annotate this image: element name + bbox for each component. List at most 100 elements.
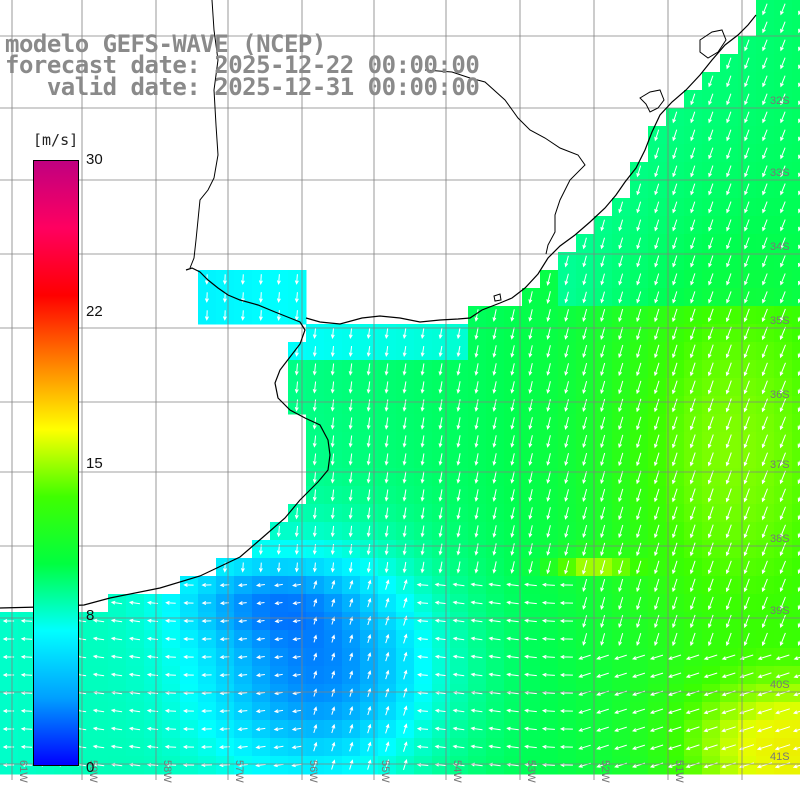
wind-arrow: [420, 507, 425, 520]
wind-cell: [792, 342, 800, 361]
wind-arrow: [276, 525, 281, 538]
wind-arrow: [654, 344, 660, 359]
wind-arrow: [761, 452, 768, 467]
wind-arrow: [672, 344, 678, 359]
wind-arrow: [762, 39, 768, 52]
wind-arrow: [330, 363, 335, 376]
wind-arrow: [222, 310, 227, 321]
wind-arrow: [474, 363, 479, 376]
wind-cell: [792, 162, 800, 181]
wind-arrow: [618, 308, 624, 323]
wind-arrow: [237, 637, 247, 642]
wind-cell: [792, 270, 800, 289]
wind-arrow: [725, 362, 732, 377]
wind-arrow: [456, 489, 461, 502]
wind-arrow: [636, 219, 642, 232]
wind-arrow: [92, 708, 105, 713]
wind-arrow: [672, 380, 678, 395]
wind-cell: [792, 36, 800, 55]
wind-arrow: [20, 618, 33, 623]
wind-arrow: [708, 165, 714, 178]
wind-arrow: [164, 744, 177, 749]
wind-arrow: [708, 219, 714, 232]
wind-arrow: [528, 399, 533, 412]
wind-arrow: [366, 453, 371, 466]
wind-arrow: [546, 507, 551, 520]
wind-arrow: [600, 470, 606, 485]
rio-de-la-plata-north-shore: [305, 14, 757, 325]
wind-arrow: [240, 292, 245, 303]
wind-arrow: [506, 636, 519, 641]
title-valid-date: valid date: 2025-12-31 00:00:00: [5, 73, 480, 101]
wind-arrow: [690, 147, 696, 160]
wind-cell: [792, 468, 800, 487]
wind-arrow: [348, 346, 353, 358]
wind-arrow: [546, 327, 551, 340]
wind-arrow: [403, 669, 408, 680]
wind-arrow: [618, 380, 624, 395]
wind-arrow: [559, 672, 573, 677]
wind-arrow: [690, 596, 696, 611]
wind-arrow: [618, 237, 624, 250]
wind-arrow: [385, 741, 390, 752]
wind-arrow: [541, 636, 555, 641]
wind-arrow: [348, 435, 353, 448]
wind-arrow: [654, 326, 660, 341]
wind-arrow: [348, 525, 353, 538]
wind-arrow: [780, 237, 786, 250]
wind-arrow: [636, 237, 642, 250]
wind-arrow: [182, 726, 194, 731]
wind-arrow: [797, 316, 800, 323]
wind-arrow: [726, 147, 732, 160]
wind-arrow: [313, 670, 318, 679]
wind-arrow: [349, 759, 354, 770]
wind-arrow: [762, 93, 768, 106]
south-america-coastline: [0, 267, 331, 609]
country-border: [189, 0, 219, 269]
wind-arrow: [636, 560, 642, 575]
wind-arrow: [756, 726, 773, 733]
wind-arrow: [761, 416, 768, 431]
wind-arrow: [294, 363, 299, 376]
wind-arrow: [725, 524, 732, 539]
wind-arrow: [582, 380, 588, 395]
wind-arrow: [546, 399, 551, 412]
wind-cell: [792, 540, 800, 559]
wind-arrow: [510, 417, 515, 430]
wind-arrow: [779, 362, 786, 377]
wind-arrow: [654, 308, 660, 323]
wind-arrow: [524, 672, 537, 677]
wind-arrow: [797, 352, 800, 359]
wind-arrow: [632, 708, 646, 714]
wind-arrow: [367, 597, 372, 608]
wind-arrow: [204, 310, 209, 321]
wind-arrow: [726, 237, 732, 250]
wind-arrow: [672, 632, 678, 647]
wind-arrow: [636, 201, 642, 214]
wind-arrow: [707, 542, 714, 557]
wind-arrow: [292, 583, 301, 588]
wind-arrow: [761, 362, 768, 377]
wind-arrow: [434, 744, 447, 749]
wind-arrow: [726, 255, 732, 268]
wind-arrow: [618, 362, 624, 377]
lat-label-38s: 38S: [770, 533, 790, 545]
wind-cell: [792, 486, 800, 505]
wind-arrow: [366, 417, 371, 430]
wind-arrow: [654, 291, 660, 304]
wind-arrow: [762, 75, 768, 88]
wind-arrow: [403, 758, 408, 771]
wind-arrow: [708, 75, 714, 88]
wind-arrow: [292, 637, 301, 642]
wind-arrow: [331, 598, 336, 607]
wind-arrow: [20, 708, 33, 713]
wind-arrow: [528, 417, 533, 430]
wind-arrow: [600, 452, 606, 467]
wind-arrow: [438, 417, 443, 430]
wind-arrow: [762, 165, 768, 178]
wind-arrow: [128, 654, 141, 659]
wind-arrow: [366, 507, 371, 520]
wind-arrow: [92, 654, 105, 659]
wind-arrow: [312, 363, 317, 376]
wind-arrow: [797, 478, 800, 485]
